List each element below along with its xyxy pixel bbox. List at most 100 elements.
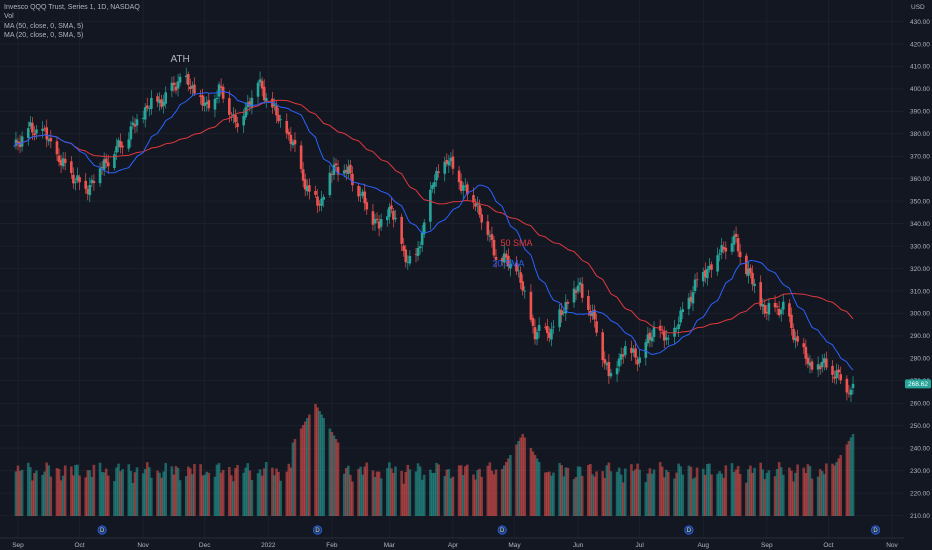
candle [851,376,855,395]
volume-bar [486,465,490,516]
candle [90,175,94,187]
candle-body [796,336,799,342]
candle [474,198,477,212]
volume-bar [150,477,153,516]
volume-bar [779,467,783,516]
candle [287,128,291,141]
ma20-line [13,90,854,371]
volume-bar [20,469,24,516]
price-tick-label: 280.00 [910,356,930,363]
candle-body [55,141,59,155]
candle [135,113,139,133]
candle [418,241,422,255]
volume-bar [679,466,682,516]
candle-body [148,108,151,109]
candle-body [189,86,192,90]
volume-bar [43,471,46,516]
candle [322,194,325,208]
volume-bar [92,464,96,516]
candle-body [76,175,79,181]
candle [587,290,590,317]
candle [420,225,424,252]
candle [732,230,736,253]
volume-bar [164,463,168,516]
volume-bar [375,471,379,516]
volume-bar [351,481,354,516]
candle-body [45,127,49,140]
volume-bar [591,474,594,516]
candle [256,80,260,104]
candle [451,149,455,175]
candle-body [176,81,180,89]
candle-body [564,302,568,314]
candle-body [301,169,305,181]
candle-body [806,357,810,364]
candle-body [548,332,551,338]
candle-body [767,303,771,315]
candle [361,189,364,199]
candle-body [603,359,607,364]
candle-body [708,265,711,270]
candle [494,249,498,268]
candle-body [623,346,627,355]
volume-bar [781,474,785,516]
volume-bar [359,466,362,516]
candle-body [14,139,18,146]
candle [193,77,196,96]
volume-bar [273,475,276,516]
candle [476,196,479,213]
volume-bar [242,472,245,516]
candle-body [289,134,293,144]
candle-body [507,255,510,267]
candle-body [724,247,728,252]
candle [781,294,785,316]
candle-body [57,155,61,162]
candle-body [492,239,496,256]
candle [504,250,508,265]
time-tick-label: Nov [137,542,149,549]
candle [330,170,334,183]
volume-bar [332,435,336,516]
candle-body [531,317,535,326]
volume-bar [667,471,670,516]
price-tick-label: 360.00 [910,176,930,183]
candle-body [102,159,106,170]
time-tick-label: 2022 [261,542,276,549]
candle [679,306,682,327]
candle-body [217,84,221,97]
candle-body [500,258,504,262]
volume-bar [215,464,219,516]
volume-bar [720,473,724,516]
candle [461,182,465,199]
volume-bar [693,477,697,516]
candle [502,245,506,269]
candle-body [33,133,36,136]
candle-body [751,272,754,285]
candle-body [84,180,88,189]
candle-body [418,246,422,249]
candle [258,71,262,87]
volume-bar [213,476,217,516]
volume-bar [636,463,639,516]
candle [172,75,176,93]
candle-body [808,362,812,366]
volume-bar [747,469,750,516]
candle-body [35,129,38,134]
candle-body [117,140,120,147]
candle [630,340,633,361]
candle-body [822,358,826,363]
volume-bar [691,478,695,516]
volume-bar [363,466,367,516]
candle [160,94,163,110]
candle [607,354,611,384]
volume-bar [160,477,163,516]
volume-bar [217,463,221,516]
volume-bar [76,464,79,516]
candle [837,364,840,380]
candle [394,209,397,223]
volume-bar [609,471,613,516]
volume-bar [808,466,812,516]
candle [500,255,504,267]
candle-body [293,139,297,145]
